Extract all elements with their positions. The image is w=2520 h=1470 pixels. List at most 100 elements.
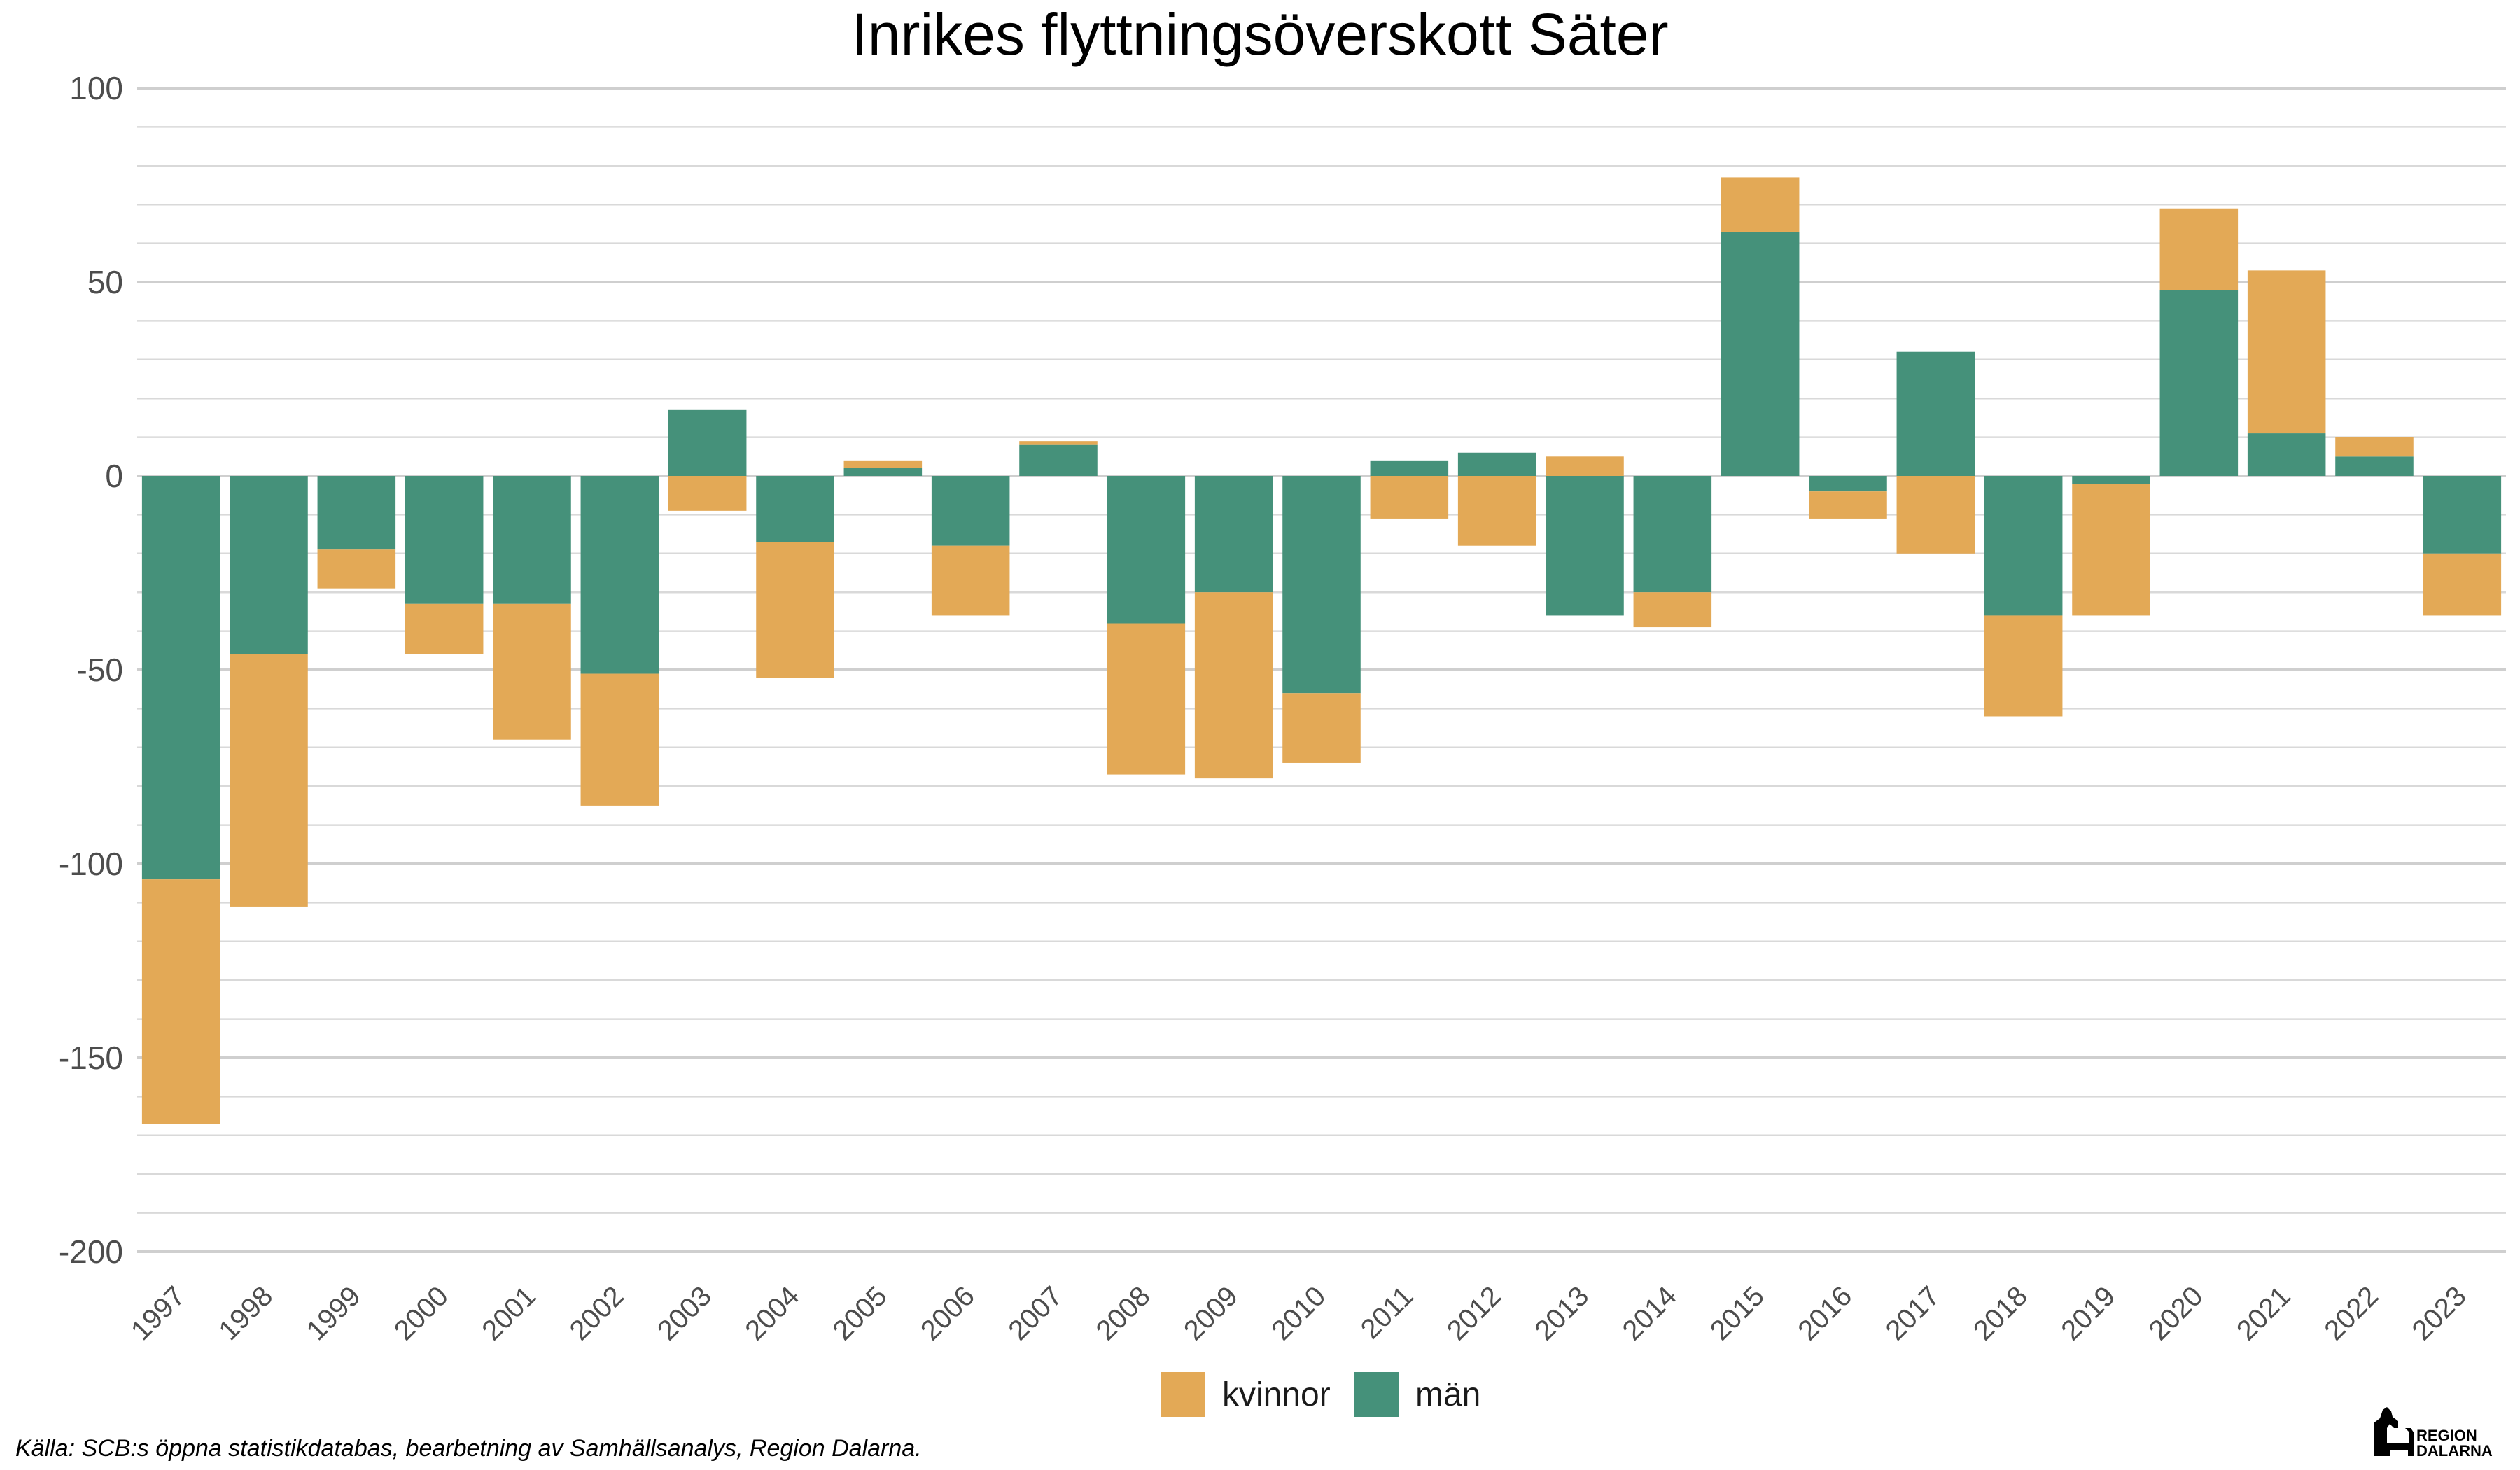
x-tick-label: 2004 [739,1280,805,1346]
bar-kvinnor-2014 [1633,592,1712,628]
bar-man-2014 [1633,476,1712,593]
y-tick-label: -150 [59,1040,123,1076]
bar-man-2007 [1019,444,1098,476]
legend-label-man: män [1415,1376,1480,1413]
x-tick-label: 2017 [1880,1280,1946,1346]
bar-kvinnor-2019 [2072,484,2150,616]
x-tick-label: 2013 [1529,1280,1595,1346]
bars [141,177,2502,1124]
bar-kvinnor-1999 [317,550,396,589]
bar-kvinnor-1997 [141,879,220,1124]
bar-man-2018 [1984,476,2063,616]
x-tick-label: 2010 [1266,1280,1331,1346]
x-tick-label: 2012 [1441,1280,1507,1346]
x-tick-label: 2011 [1355,1280,1420,1345]
bar-kvinnor-2007 [1019,441,1098,445]
y-tick-label: -200 [59,1233,123,1270]
x-tick-label: 1998 [213,1280,279,1346]
bar-kvinnor-2022 [2335,437,2414,457]
bar-man-1997 [141,476,220,880]
x-tick-label: 2021 [2231,1280,2297,1346]
x-tick-label: 2020 [2143,1280,2209,1346]
bar-kvinnor-1998 [230,654,308,906]
logo-text-region: REGION [2416,1427,2477,1444]
y-tick-label: -100 [59,846,123,882]
x-tick-label: 1999 [301,1280,367,1346]
bar-man-2013 [1546,476,1624,616]
bar-man-1998 [230,476,308,654]
x-tick-label: 1997 [125,1280,191,1346]
y-tick-label: -50 [77,652,123,688]
y-axis-ticks: 100 50 0 -50 -100 -150 -200 [59,70,123,1270]
bar-kvinnor-2010 [1282,693,1361,763]
bar-man-2016 [1809,476,1887,492]
bar-man-2020 [2160,290,2239,476]
bar-kvinnor-2023 [2423,553,2502,616]
bar-kvinnor-2015 [1721,177,1800,232]
bar-man-2023 [2423,476,2502,554]
bar-man-1999 [317,476,396,550]
x-tick-label: 2008 [1091,1280,1156,1346]
bar-kvinnor-2013 [1546,456,1624,476]
legend-swatch-kvinnor [1161,1372,1205,1417]
bar-man-2021 [2247,433,2326,476]
bar-man-2006 [931,476,1010,546]
x-tick-label: 2002 [564,1280,630,1346]
x-tick-label: 2006 [915,1280,981,1346]
bar-kvinnor-2016 [1809,491,1887,519]
x-axis-ticks: 1997 1998 1999 2000 2001 2002 2003 2004 2005 2006… [125,1280,2472,1346]
bar-man-2019 [2072,476,2150,484]
region-dalarna-logo: REGION DALARNA [2374,1407,2493,1460]
x-tick-label: 2016 [1792,1280,1858,1346]
bar-man-2012 [1457,452,1536,476]
bar-man-2011 [1370,460,1449,476]
bar-man-2009 [1194,476,1273,593]
bar-kvinnor-2006 [931,545,1010,616]
legend: kvinnor män [1161,1372,1480,1417]
x-tick-label: 2005 [827,1280,893,1346]
bar-man-2008 [1107,476,1186,624]
x-tick-label: 2019 [2055,1280,2121,1346]
x-tick-label: 2018 [1968,1280,2033,1346]
bar-kvinnor-2017 [1896,476,1975,554]
x-tick-label: 2015 [1704,1280,1770,1346]
x-tick-label: 2023 [2407,1280,2472,1346]
bar-kvinnor-2009 [1194,592,1273,779]
x-tick-label: 2007 [1002,1280,1068,1346]
bar-kvinnor-2004 [756,542,834,678]
y-tick-label: 100 [69,70,123,106]
bar-man-2001 [493,476,571,604]
bar-man-2005 [844,468,923,476]
y-tick-label: 50 [88,264,123,300]
bar-kvinnor-2001 [493,603,571,740]
legend-swatch-man [1354,1372,1399,1417]
x-tick-label: 2022 [2318,1280,2384,1346]
bar-kvinnor-2003 [668,476,747,511]
bar-man-2010 [1282,476,1361,694]
bar-kvinnor-2005 [844,460,923,468]
chart-title: Inrikes flyttningsöverskott Säter [851,1,1668,67]
bar-kvinnor-2011 [1370,476,1449,519]
bar-man-2004 [756,476,834,542]
bar-kvinnor-2020 [2160,208,2239,290]
bar-kvinnor-2021 [2247,270,2326,434]
x-tick-label: 2003 [652,1280,718,1346]
source-caption: Källa: SCB:s öppna statistikdatabas, bea… [15,1435,922,1462]
bar-man-2017 [1896,351,1975,476]
dala-horse-icon [2374,1407,2414,1456]
bar-kvinnor-2000 [405,603,484,654]
x-tick-label: 2014 [1617,1280,1683,1346]
bar-kvinnor-2002 [580,673,659,806]
bar-man-2000 [405,476,484,604]
y-tick-label: 0 [105,458,123,494]
bar-kvinnor-2012 [1457,476,1536,546]
bar-man-2002 [580,476,659,674]
legend-label-kvinnor: kvinnor [1222,1376,1331,1413]
bar-man-2022 [2335,456,2414,476]
bar-man-2015 [1721,231,1800,476]
x-tick-label: 2001 [476,1280,542,1346]
logo-text-dalarna: DALARNA [2416,1442,2493,1460]
bar-kvinnor-2008 [1107,623,1186,775]
bar-man-2003 [668,410,747,476]
